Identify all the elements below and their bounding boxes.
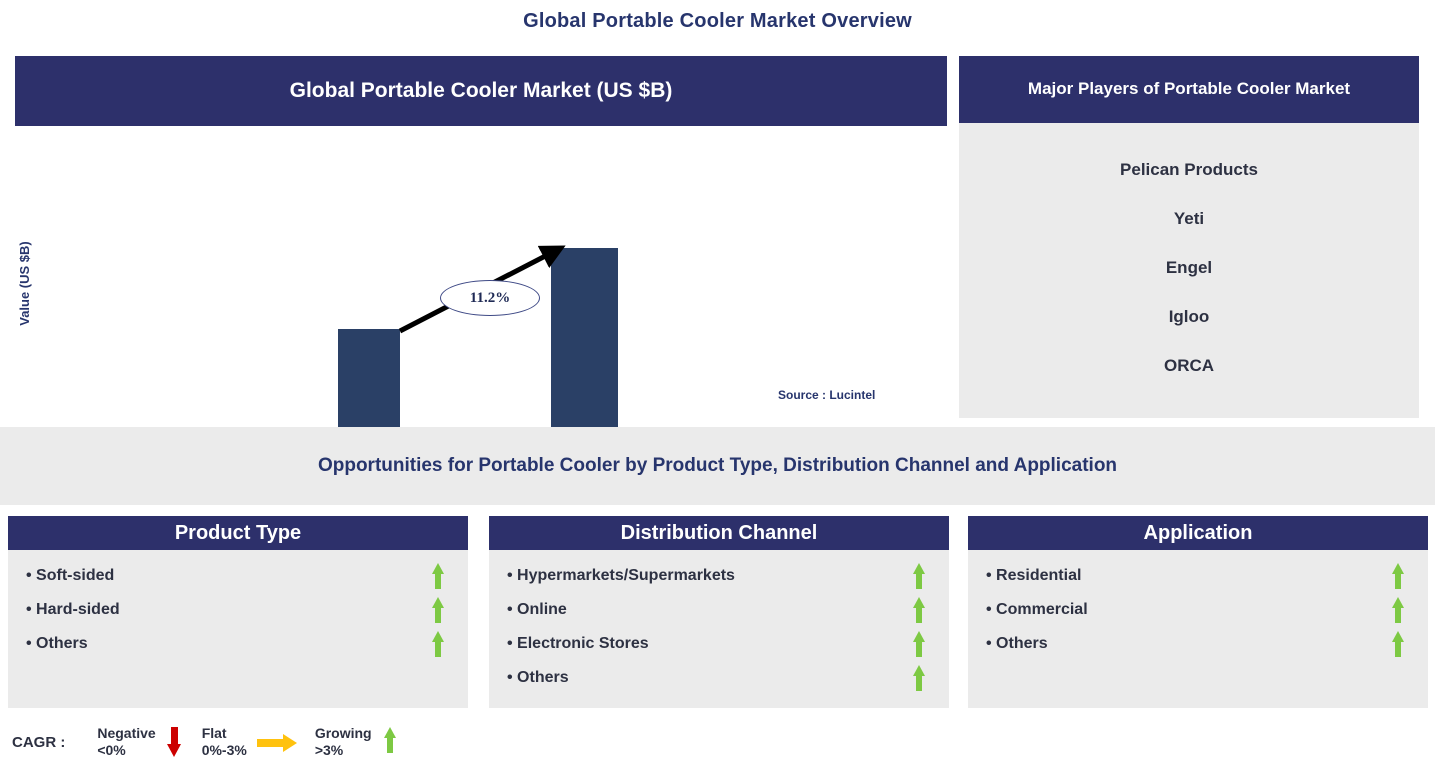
y-axis-label: Value (US $B)	[16, 241, 32, 326]
arrow-down-icon	[166, 727, 182, 757]
segment-item-label: Soft-sided	[26, 567, 114, 585]
legend-entry-range: <0%	[97, 742, 126, 758]
legend-entry-flat: Flat 0%-3%	[202, 725, 297, 760]
list-item: Soft-sided	[8, 559, 468, 593]
legend-entry-name: Negative	[97, 724, 156, 741]
cagr-legend-title: CAGR :	[12, 733, 66, 751]
arrow-up-icon	[911, 631, 927, 657]
major-players-panel: Major Players of Portable Cooler Market …	[959, 56, 1419, 418]
segment-list: Hypermarkets/Supermarkets Online Electro…	[489, 550, 949, 695]
segment-card-title: Application	[968, 516, 1428, 550]
arrow-up-icon	[911, 597, 927, 623]
bar-2031	[551, 248, 618, 453]
list-item: Others	[489, 661, 949, 695]
major-players-title: Major Players of Portable Cooler Market	[959, 56, 1419, 123]
segment-card-title: Distribution Channel	[489, 516, 949, 550]
legend-entry-negative: Negative <0%	[97, 725, 181, 760]
segment-item-label: Online	[507, 601, 567, 619]
page-title: Global Portable Cooler Market Overview	[523, 10, 912, 32]
opportunities-title: Opportunities for Portable Cooler by Pro…	[317, 455, 1118, 476]
list-item: Others	[8, 627, 468, 661]
arrow-up-icon	[1390, 631, 1406, 657]
source-note: Source : Lucintel	[778, 388, 876, 402]
list-item: Hard-sided	[8, 593, 468, 627]
list-item: Online	[489, 593, 949, 627]
growth-arrow-icon	[398, 245, 566, 334]
opportunities-band: Opportunities for Portable Cooler by Pro…	[0, 427, 1435, 505]
legend-entry-range: >3%	[314, 742, 344, 758]
segment-card-distribution-channel: Distribution Channel Hypermarkets/Superm…	[489, 516, 949, 708]
arrow-up-icon	[911, 563, 927, 589]
arrow-up-icon	[1390, 597, 1406, 623]
bar-chart: Value (US $B) 2025 2031 11.2%	[15, 126, 947, 482]
segment-item-label: Others	[507, 669, 569, 687]
list-item: Others	[968, 627, 1428, 661]
legend-entry-text: Flat 0%-3%	[202, 725, 247, 760]
major-players-list: Pelican Products Yeti Engel Igloo ORCA	[959, 123, 1419, 390]
segment-item-label: Commercial	[986, 601, 1088, 619]
legend-entry-growing: Growing >3%	[315, 725, 400, 760]
legend-entry-range: 0%-3%	[201, 742, 247, 758]
chart-panel-title: Global Portable Cooler Market (US $B)	[15, 56, 947, 126]
list-item: ORCA	[1163, 356, 1215, 375]
legend-entry-name: Growing	[314, 724, 372, 741]
arrow-up-icon	[1390, 563, 1406, 589]
arrow-up-icon	[382, 727, 400, 757]
segment-list: Soft-sided Hard-sided Others	[8, 550, 468, 661]
segment-card-application: Application Residential Commercial Other…	[968, 516, 1428, 708]
list-item: Residential	[968, 559, 1428, 593]
list-item: Igloo	[1168, 307, 1210, 326]
legend-entry-name: Flat	[201, 724, 227, 741]
legend-entry-text: Negative <0%	[97, 725, 155, 760]
list-item: Commercial	[968, 593, 1428, 627]
market-chart-panel: Global Portable Cooler Market (US $B) Va…	[15, 56, 947, 482]
segment-item-label: Residential	[986, 567, 1081, 585]
segment-item-label: Others	[26, 635, 88, 653]
list-item: Engel	[1165, 258, 1213, 277]
segment-item-label: Others	[986, 635, 1048, 653]
arrow-up-icon	[430, 631, 446, 657]
arrow-up-icon	[911, 665, 927, 691]
arrow-right-icon	[256, 734, 297, 752]
segment-item-label: Hard-sided	[26, 601, 120, 619]
list-item: Hypermarkets/Supermarkets	[489, 559, 949, 593]
arrow-up-icon	[430, 563, 446, 589]
list-item: Yeti	[1173, 209, 1205, 228]
segment-item-label: Hypermarkets/Supermarkets	[507, 567, 735, 585]
list-item: Electronic Stores	[489, 627, 949, 661]
segment-card-title: Product Type	[8, 516, 468, 550]
legend-entry-text: Growing >3%	[315, 725, 372, 760]
segment-list: Residential Commercial Others	[968, 550, 1428, 661]
arrow-up-icon	[430, 597, 446, 623]
list-item: Pelican Products	[1120, 160, 1258, 179]
segment-card-product-type: Product Type Soft-sided Hard-sided Other…	[8, 516, 468, 708]
cagr-callout: 11.2%	[440, 280, 540, 316]
cagr-legend: CAGR : Negative <0% Flat 0%-3% Growing >…	[12, 720, 406, 764]
segment-item-label: Electronic Stores	[507, 635, 649, 653]
